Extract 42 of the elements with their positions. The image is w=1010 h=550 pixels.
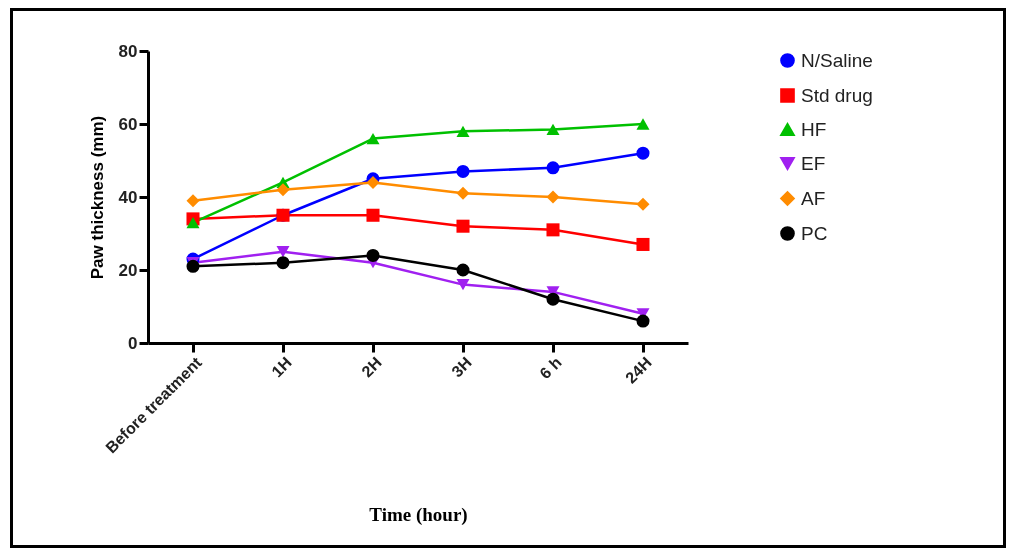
point — [546, 123, 560, 136]
legend-label: PC — [801, 222, 828, 244]
point — [366, 248, 380, 262]
x-tick-label: 2H — [358, 353, 385, 381]
point — [276, 256, 290, 270]
point — [186, 194, 200, 208]
point — [456, 164, 470, 178]
point — [546, 223, 560, 237]
point — [366, 208, 380, 222]
x-tick-label: 3H — [448, 353, 475, 381]
point — [456, 278, 470, 291]
x-tick-label: 1H — [268, 353, 295, 381]
legend-label: EF — [801, 152, 826, 174]
point — [276, 246, 290, 258]
y-axis-title: Paw thickness (mm) — [87, 115, 107, 280]
y-tick-label: 40 — [118, 187, 138, 207]
point — [456, 125, 470, 137]
y-tick-label: 0 — [128, 333, 138, 353]
point — [546, 190, 560, 204]
point — [456, 186, 470, 200]
point — [546, 292, 560, 306]
y-tick-label: 60 — [118, 114, 138, 134]
x-tick-label: 6 h — [536, 353, 565, 383]
point — [456, 263, 470, 277]
point — [636, 118, 650, 130]
point — [636, 237, 650, 251]
point — [276, 183, 290, 197]
legend-label: HF — [801, 118, 827, 140]
legend-label: N/Saline — [801, 49, 873, 71]
point — [636, 146, 650, 160]
point — [186, 216, 200, 229]
point — [636, 314, 650, 328]
legend-label: Std drug — [801, 84, 873, 106]
legend-label: AF — [801, 187, 826, 209]
point — [546, 161, 560, 175]
x-axis-title: Time (hour) — [369, 504, 468, 527]
y-tick-label: 20 — [118, 260, 138, 280]
point — [366, 132, 380, 145]
y-tick-label: 80 — [118, 41, 138, 61]
point — [456, 219, 470, 233]
point — [636, 197, 650, 211]
point — [186, 259, 200, 273]
